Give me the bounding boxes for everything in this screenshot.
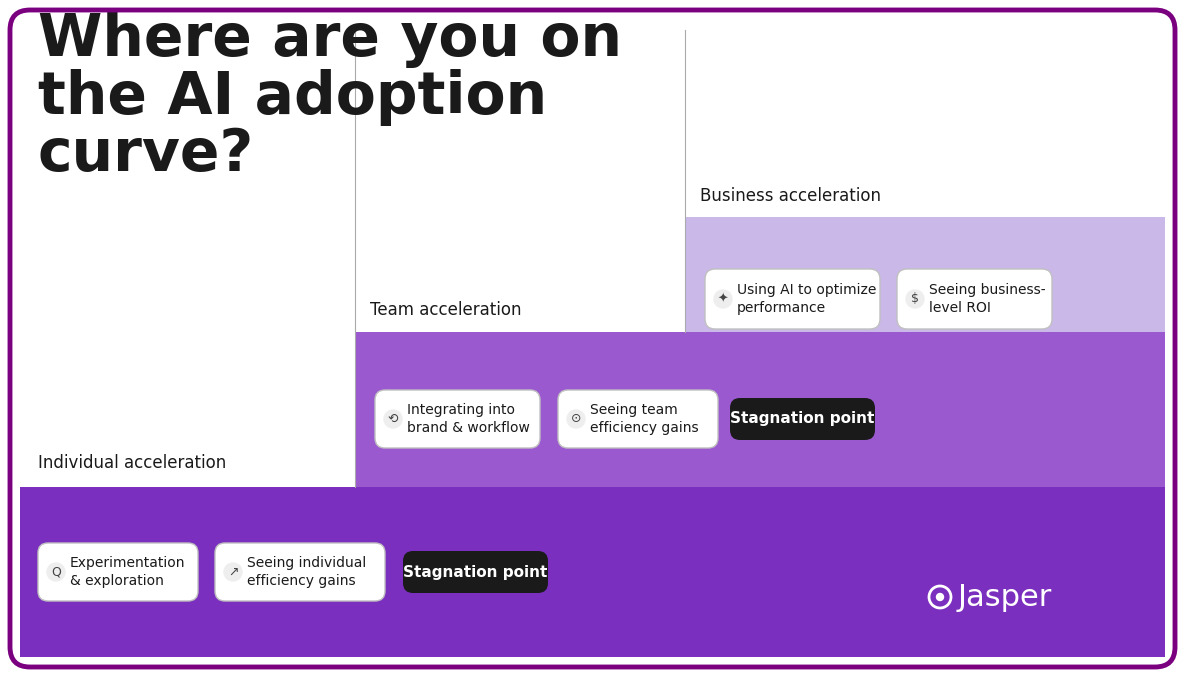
FancyBboxPatch shape	[374, 390, 540, 448]
Text: ⟲: ⟲	[387, 412, 398, 426]
Circle shape	[907, 290, 924, 308]
Circle shape	[566, 410, 585, 428]
Text: ↗: ↗	[228, 565, 238, 579]
Text: Individual acceleration: Individual acceleration	[38, 454, 226, 472]
Text: Stagnation point: Stagnation point	[730, 412, 875, 427]
FancyBboxPatch shape	[705, 269, 880, 329]
Circle shape	[936, 594, 943, 600]
Text: ✦: ✦	[718, 292, 729, 305]
Circle shape	[384, 410, 402, 428]
Text: Using AI to optimize
performance: Using AI to optimize performance	[737, 283, 877, 315]
Text: Stagnation point: Stagnation point	[403, 565, 547, 580]
Text: Team acceleration: Team acceleration	[370, 301, 521, 319]
Circle shape	[47, 563, 65, 581]
Text: ⊙: ⊙	[571, 412, 582, 426]
Bar	[356, 332, 1165, 657]
Text: Integrating into
brand & workflow: Integrating into brand & workflow	[406, 403, 530, 435]
Text: Q: Q	[51, 565, 60, 579]
Text: Where are you on: Where are you on	[38, 11, 622, 68]
FancyBboxPatch shape	[558, 390, 718, 448]
Bar	[20, 487, 1165, 657]
FancyBboxPatch shape	[403, 551, 547, 593]
Text: the AI adoption: the AI adoption	[38, 68, 547, 125]
Text: Seeing business-
level ROI: Seeing business- level ROI	[929, 283, 1045, 315]
FancyBboxPatch shape	[897, 269, 1052, 329]
Bar	[685, 217, 1165, 562]
Text: $: $	[911, 292, 920, 305]
FancyBboxPatch shape	[214, 543, 385, 601]
Circle shape	[224, 563, 242, 581]
Text: Jasper: Jasper	[957, 582, 1052, 611]
Text: Seeing team
efficiency gains: Seeing team efficiency gains	[590, 403, 699, 435]
Text: Seeing individual
efficiency gains: Seeing individual efficiency gains	[246, 556, 366, 588]
Text: curve?: curve?	[38, 127, 255, 183]
Text: Experimentation
& exploration: Experimentation & exploration	[70, 556, 186, 588]
Circle shape	[715, 290, 732, 308]
Text: Business acceleration: Business acceleration	[700, 187, 880, 205]
FancyBboxPatch shape	[38, 543, 198, 601]
FancyBboxPatch shape	[730, 398, 875, 440]
